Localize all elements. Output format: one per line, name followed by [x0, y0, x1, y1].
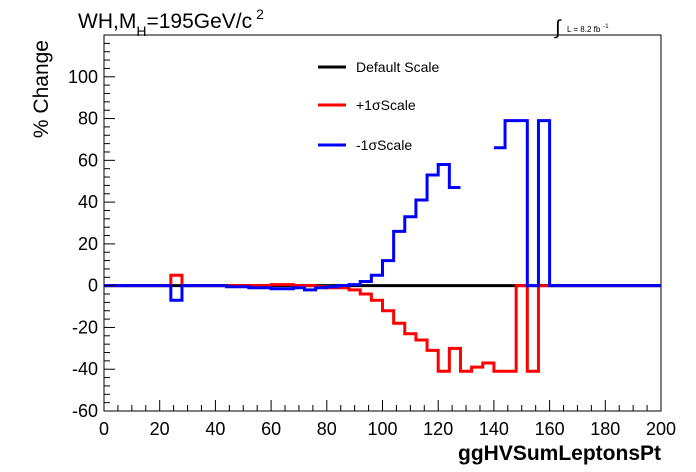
axis-layer: 0 20 40 60 80 100 120 140 160 180 200 -60 -40 -20 0 20 4…: [68, 34, 676, 439]
x-tick-label: 180: [590, 419, 620, 439]
series-minus-1sigma: [104, 119, 661, 302]
chart-title-main: WH,M: [78, 10, 136, 33]
chart-title-superscript: 2: [256, 6, 264, 22]
chart-title-subscript: H: [136, 23, 146, 39]
x-tick-label: 120: [423, 419, 453, 439]
y-tick-label: 20: [78, 234, 98, 254]
x-axis-label: ggHVSumLeptonsPt: [458, 442, 661, 465]
legend-label-plus: +1σScale: [356, 97, 416, 113]
x-tick-label: 20: [150, 419, 170, 439]
y-tick-label: 60: [78, 150, 98, 170]
x-tick-label: 60: [261, 419, 281, 439]
y-tick-label: -20: [72, 317, 98, 337]
y-tick-label: 80: [78, 109, 98, 129]
legend: Default Scale +1σScale -1σScale: [318, 59, 439, 153]
y-axis-label: % Change: [30, 40, 53, 138]
lumi-text: L = 8.2 fb: [567, 25, 601, 34]
x-tick-label: 40: [205, 419, 225, 439]
y-tick-label: -60: [72, 401, 98, 421]
chart-title-rest: =195GeV/c: [146, 10, 252, 33]
lumi-label: L = 8.2 fb -1: [567, 24, 609, 34]
x-tick-label: 80: [317, 419, 337, 439]
series-minus-1sigma-line: [104, 119, 661, 302]
x-tick-label: 0: [99, 419, 109, 439]
x-tick-label: 200: [646, 419, 676, 439]
x-tick-label: 100: [367, 419, 397, 439]
chart-title: WH,MH=195GeV/c 2: [78, 6, 264, 39]
plot-area: [103, 34, 662, 412]
x-tick-label: 140: [479, 419, 509, 439]
y-tick-label: 40: [78, 192, 98, 212]
series-layer: [104, 119, 661, 373]
legend-label-minus: -1σScale: [356, 137, 412, 153]
integral-sign: ∫: [554, 17, 562, 39]
lumi-superscript: -1: [603, 24, 609, 30]
x-tick-label: 160: [535, 419, 565, 439]
y-tick-label: 100: [68, 67, 98, 87]
legend-label-default: Default Scale: [356, 59, 439, 75]
y-tick-label: 0: [88, 276, 98, 296]
y-tick-label: -40: [72, 359, 98, 379]
